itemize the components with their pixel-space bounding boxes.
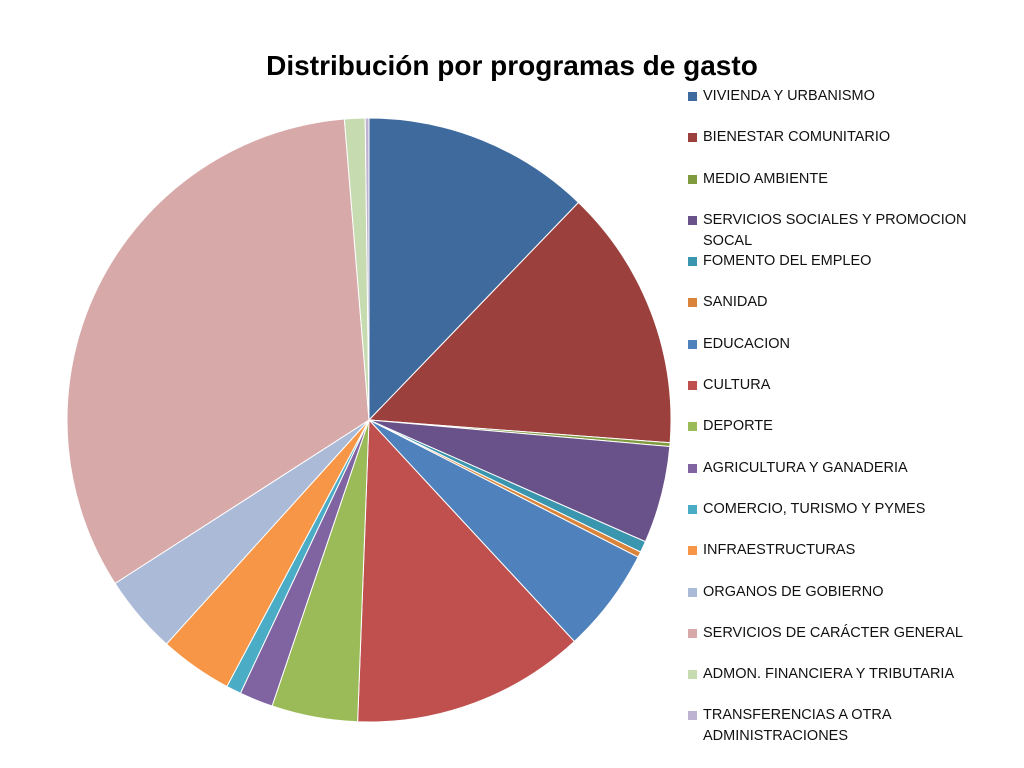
legend-swatch	[688, 546, 697, 556]
legend-swatch	[688, 381, 697, 391]
legend-item: FOMENTO DEL EMPLEO	[688, 251, 988, 292]
legend-item: INFRAESTRUCTURAS	[688, 540, 988, 581]
legend-label: BIENESTAR COMUNITARIO	[703, 129, 891, 146]
legend-item: AGRICULTURA Y GANADERIA	[688, 458, 988, 499]
legend-item: ORGANOS DE GOBIERNO	[688, 582, 988, 623]
legend-label: TRANSFERENCIAS A OTRA ADMINISTRACIONES	[703, 707, 891, 745]
legend-swatch	[688, 133, 697, 143]
legend-item: COMERCIO, TURISMO Y PYMES	[688, 499, 988, 540]
legend-swatch	[688, 587, 697, 597]
legend-label: ADMON. FINANCIERA Y TRIBUTARIA	[703, 666, 955, 683]
legend-label: ORGANOS DE GOBIERNO	[703, 583, 884, 600]
legend-swatch	[688, 174, 697, 184]
legend-label: FOMENTO DEL EMPLEO	[703, 253, 872, 270]
legend-item: ADMON. FINANCIERA Y TRIBUTARIA	[688, 664, 988, 705]
pie-slice	[364, 117, 370, 421]
legend-swatch	[688, 339, 697, 349]
legend: VIVIENDA Y URBANISMO BIENESTAR COMUNITARI…	[688, 86, 988, 747]
pie-slice	[368, 117, 580, 422]
legend-label: SANIDAD	[703, 294, 768, 311]
legend-item: SERVICIOS DE CARÁCTER GENERAL	[688, 623, 988, 664]
legend-item: BIENESTAR COMUNITARIO	[688, 127, 988, 168]
legend-label: INFRAESTRUCTURAS	[703, 542, 856, 559]
legend-label: AGRICULTURA Y GANADERIA	[703, 459, 908, 476]
legend-label: DEPORTE	[703, 418, 773, 435]
legend-swatch	[688, 298, 697, 308]
legend-swatch	[688, 257, 697, 267]
legend-swatch	[688, 92, 697, 101]
legend-swatch	[688, 422, 697, 432]
legend-item: VIVIENDA Y URBANISMO	[688, 86, 988, 127]
legend-swatch	[688, 711, 697, 721]
legend-label: VIVIENDA Y URBANISMO	[703, 88, 875, 104]
legend-label: CULTURA	[703, 377, 771, 394]
legend-label: EDUCACION	[703, 335, 791, 352]
legend-item: DEPORTE	[688, 416, 988, 457]
legend-swatch	[688, 670, 697, 680]
legend-item: CULTURA	[688, 375, 988, 416]
legend-item: SANIDAD	[688, 292, 988, 333]
legend-swatch	[688, 463, 697, 473]
pie-slice	[66, 118, 370, 585]
pie-slice	[367, 201, 672, 444]
legend-swatch	[688, 628, 697, 638]
legend-label: SERVICIOS SOCIALES Y PROMOCION SOCAL	[703, 211, 967, 249]
legend-swatch	[688, 504, 697, 514]
legend-item: TRANSFERENCIAS A OTRA ADMINISTRACIONES	[688, 705, 988, 746]
pie-slice	[357, 418, 576, 723]
legend-label: SERVICIOS DE CARÁCTER GENERAL	[703, 624, 963, 641]
legend-item: EDUCACION	[688, 334, 988, 375]
legend-label: MEDIO AMBIENTE	[703, 170, 828, 187]
chart-title: Distribución por programas de gasto	[266, 50, 758, 81]
legend-item: MEDIO AMBIENTE	[688, 169, 988, 210]
legend-swatch	[688, 215, 697, 225]
legend-label: COMERCIO, TURISMO Y PYMES	[703, 500, 926, 517]
legend-item: SERVICIOS SOCIALES Y PROMOCION SOCAL	[688, 210, 988, 251]
